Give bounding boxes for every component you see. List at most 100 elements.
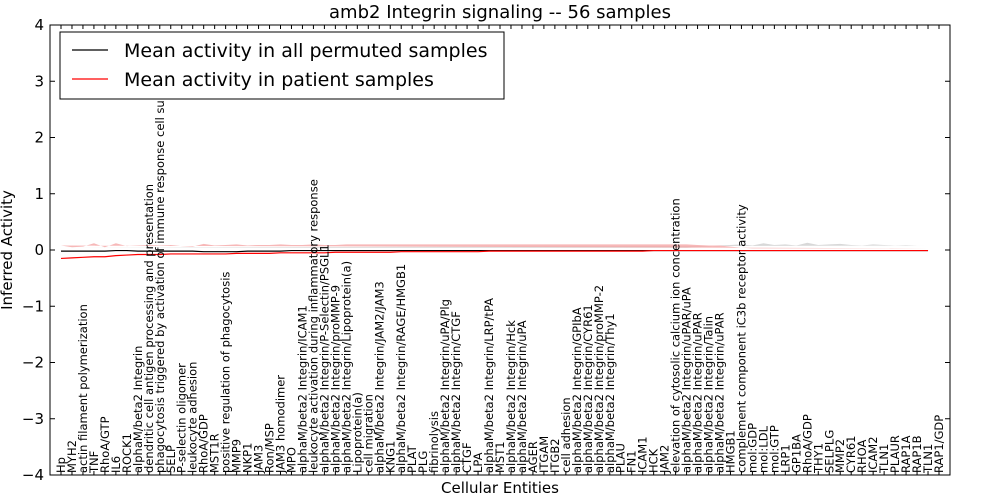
x-tick-label: alphaM/beta2 Integrin/uPAR xyxy=(691,312,705,473)
y-tick-label: 2 xyxy=(34,129,44,147)
legend-box xyxy=(59,31,505,100)
y-tick-label: −3 xyxy=(22,410,44,428)
x-tick-label: alphaM/beta2 Integrin/uPAR/uPA xyxy=(680,287,694,473)
x-tick-label: dendritic cell antigen processing and pr… xyxy=(142,184,156,473)
x-tick-label: CTGF xyxy=(460,442,474,473)
x-tick-label: P-selectin oligomer xyxy=(175,363,189,473)
chart-title: amb2 Integrin signaling -- 56 samples xyxy=(329,2,671,23)
patient-band xyxy=(61,243,929,249)
legend-patient-label: Mean activity in patient samples xyxy=(124,69,434,91)
x-tick-label: IL6 xyxy=(109,456,123,473)
x-tick-label: complement component iC3b receptor activ… xyxy=(734,204,748,473)
x-tick-label: MST1R xyxy=(208,433,222,473)
x-tick-label: ITGB2 xyxy=(548,438,562,473)
x-tick-label: JAM2 xyxy=(658,445,672,474)
x-tick-label: RhoA/GDP xyxy=(800,414,814,473)
x-tick-label: TNF xyxy=(87,451,101,474)
x-tick-label: alphaM/beta2 Integrin/uPA/Plg xyxy=(438,299,452,473)
y-tick-label: −2 xyxy=(22,354,44,372)
x-tick-label: RAP1/GDP xyxy=(932,415,946,473)
x-tick-label: RhoA/GDP xyxy=(197,414,211,473)
x-tick-label: alphaM/beta2 Integrin/Hck xyxy=(504,320,518,473)
x-tick-label: elevation of cytosolic calcium ion conce… xyxy=(669,198,683,473)
x-tick-label: ROCK1 xyxy=(120,433,134,473)
x-tick-label: alphaM/beta2 Integrin/Talin xyxy=(702,316,716,473)
x-tick-label: MMP9 xyxy=(230,439,244,473)
x-tick-label: alphaM/beta2 Integrin/LRP/tPA xyxy=(482,298,496,473)
x-tick-label: RAP1A xyxy=(899,435,913,473)
x-tick-label: TLN1 xyxy=(877,444,891,474)
y-axis-title: Inferred Activity xyxy=(0,190,16,310)
x-tick-label: MYH2 xyxy=(65,440,79,473)
x-tick-label: PLAU xyxy=(614,443,628,473)
x-tick-label: ICAM1 xyxy=(636,436,650,473)
x-tick-label: NKP1 xyxy=(241,443,255,473)
y-tick-label: 1 xyxy=(34,185,44,203)
x-tick-label: RAP1B xyxy=(910,435,924,473)
x-tick-label: PLAUR xyxy=(888,435,902,473)
y-tick-label: 0 xyxy=(34,241,44,259)
x-tick-label: alphaM/beta2 Integrin/ICAM1 xyxy=(295,305,309,473)
x-tick-label: alphaM/beta2 Integrin/RAGE/HMGB1 xyxy=(394,264,408,473)
x-tick-label: FN1 xyxy=(625,450,639,473)
x-tick-label: alphaM/beta2 Integrin/CYR61 xyxy=(581,304,595,473)
x-tick-label: ICAM2 xyxy=(866,436,880,473)
x-tick-label: alphaM/beta2 Integrin/P-Selectin/PSGL1 xyxy=(317,244,331,473)
x-tick-label: LPA xyxy=(471,452,485,473)
x-tick-label: alphaM/beta2 Integrin xyxy=(131,346,145,473)
x-tick-label: mol:GTP xyxy=(767,425,781,473)
x-tick-label: alphaM/beta2 Integrin/Lipoprotein(a) xyxy=(339,261,353,473)
y-tick-label: −1 xyxy=(22,297,44,315)
legend-permuted-label: Mean activity in all permuted samples xyxy=(124,40,487,62)
x-tick-label: leukocyte activation during inflammatory… xyxy=(306,179,320,473)
x-tick-label: alphaM/beta2 Integrin/proMMP-2 xyxy=(592,285,606,473)
x-tick-label: GP1BA xyxy=(789,434,803,473)
x-tick-label: alphaM/beta2 Integrin/JAM2/JAM3 xyxy=(372,281,386,473)
x-tick-label: CYR61 xyxy=(844,436,858,473)
x-tick-label: actin filament polymerization xyxy=(76,304,90,473)
x-tick-label: fibrinolysis xyxy=(427,411,441,473)
x-tick-label: phagocytosis triggered by activation of … xyxy=(153,71,167,473)
x-tick-label: leukocyte adhesion xyxy=(186,362,200,473)
x-tick-label: mol:GDP xyxy=(745,423,759,473)
patient-mean-line xyxy=(60,249,929,260)
x-tick-label: Lipoprotein(a) xyxy=(350,392,364,473)
x-tick-label: Ron/MSP xyxy=(263,423,277,473)
x-tick-label: MPO xyxy=(284,447,298,473)
x-tick-label: alphaM/beta2 Integrin/proMMP-9 xyxy=(328,285,342,473)
x-tick-label: positive regulation of phagocytosis xyxy=(219,272,233,473)
x-tick-label: MMP2 xyxy=(833,439,847,473)
x-tick-label: alphaM/beta2 Integrin/CTGF xyxy=(449,311,463,473)
x-tick-label: alphaM/beta2 Integrin/Thy1 xyxy=(603,313,617,473)
x-tick-label: PLAT xyxy=(405,444,419,473)
x-axis-title: Cellular Entities xyxy=(441,479,559,497)
x-tick-label: cell migration xyxy=(361,394,375,473)
x-tick-label: KNG1 xyxy=(383,441,397,473)
x-tick-label: alphaM/beta2 Integrin/uPA xyxy=(515,320,529,473)
x-tick-label: JAM3 xyxy=(252,445,266,474)
legend: Mean activity in all permuted samples Me… xyxy=(59,31,505,100)
x-tick-label: JAM3 homodimer xyxy=(274,375,288,474)
x-tick-label: LRP1 xyxy=(778,444,792,473)
x-tick-label: SELP xyxy=(164,445,178,473)
x-tick-label: PLG xyxy=(416,451,430,473)
x-tick-label: alphaM/beta2 Integrin/GPIbA xyxy=(570,307,584,473)
y-tick-label: −4 xyxy=(22,466,44,484)
x-tick-label: RHOA xyxy=(855,440,869,473)
x-tick-label: Hp xyxy=(54,457,68,473)
x-tick-label: mol:LDL xyxy=(756,425,770,473)
x-tick-label: AGER xyxy=(526,441,540,473)
x-tick-label: ITGAM xyxy=(537,436,551,473)
x-tick-label: SELPLG xyxy=(822,430,836,473)
x-tick-label: HMGB1 xyxy=(723,430,737,473)
x-tick-label: THY1 xyxy=(811,443,825,474)
y-tick-label: 3 xyxy=(34,72,44,90)
x-tick-label: alphaM/beta2 Integrin/uPAR xyxy=(713,312,727,473)
x-tick-label: MST1 xyxy=(493,441,507,473)
x-tick-label: RhoA/GTP xyxy=(98,416,112,473)
x-tick-label: HCK xyxy=(647,448,661,473)
x-tick-label: TLN1 xyxy=(921,444,935,474)
x-tick-label: cell adhesion xyxy=(559,397,573,473)
y-tick-label: 4 xyxy=(34,16,44,34)
